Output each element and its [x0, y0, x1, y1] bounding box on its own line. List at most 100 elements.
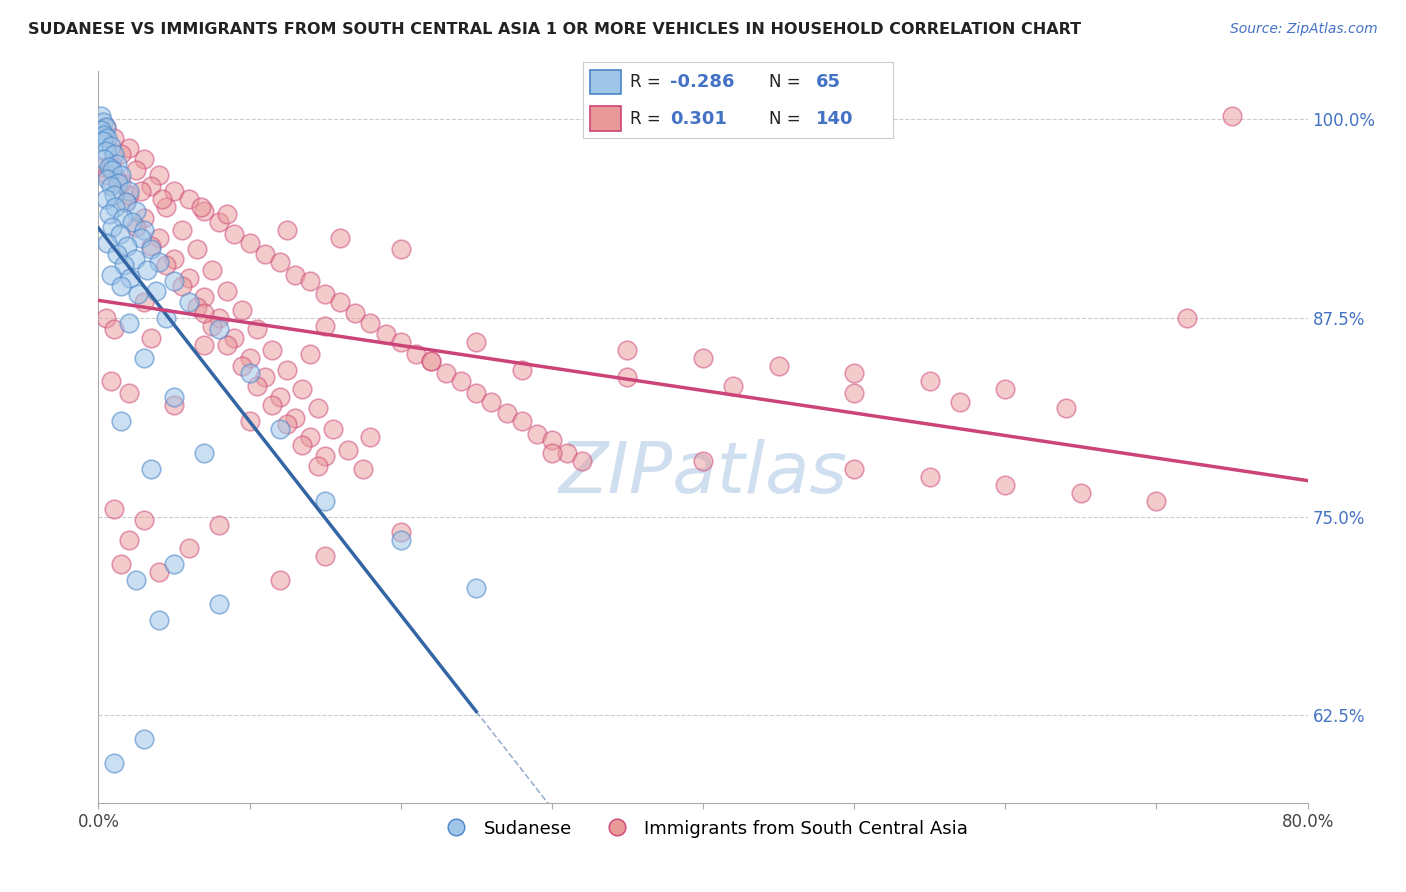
Point — [103, 147, 125, 161]
Point — [118, 385, 141, 400]
Point — [215, 284, 238, 298]
Point — [129, 231, 152, 245]
Point — [110, 279, 132, 293]
Point — [170, 279, 193, 293]
Point — [291, 438, 314, 452]
Point — [616, 343, 638, 357]
Point — [208, 322, 231, 336]
Legend: Sudanese, Immigrants from South Central Asia: Sudanese, Immigrants from South Central … — [432, 813, 974, 845]
Point — [118, 188, 141, 202]
Point — [105, 247, 128, 261]
Text: N =: N = — [769, 110, 806, 128]
Point — [389, 334, 412, 349]
Point — [526, 426, 548, 441]
Point — [114, 194, 136, 209]
Point — [231, 302, 253, 317]
Point — [100, 139, 122, 153]
Point — [93, 152, 115, 166]
Point — [389, 243, 412, 257]
Point — [284, 268, 307, 282]
Point — [132, 223, 155, 237]
Point — [114, 194, 136, 209]
Point — [239, 236, 262, 251]
Point — [148, 566, 170, 580]
Point — [132, 513, 155, 527]
Point — [1146, 493, 1168, 508]
Point — [299, 347, 322, 361]
Point — [201, 318, 224, 333]
Point — [723, 379, 745, 393]
Point — [118, 533, 141, 548]
Point — [100, 375, 122, 389]
Point — [90, 123, 112, 137]
Text: N =: N = — [769, 73, 806, 91]
Point — [118, 141, 141, 155]
Point — [201, 263, 224, 277]
Point — [994, 383, 1017, 397]
Point — [155, 258, 177, 272]
Point — [253, 247, 276, 261]
Point — [208, 310, 231, 325]
Point — [269, 255, 291, 269]
Point — [555, 446, 578, 460]
Text: 0.301: 0.301 — [671, 110, 727, 128]
Point — [1175, 310, 1198, 325]
Point — [132, 351, 155, 365]
Point — [405, 347, 427, 361]
Point — [465, 581, 488, 595]
Point — [768, 359, 790, 373]
Point — [103, 131, 125, 145]
Point — [1054, 401, 1077, 416]
Point — [132, 732, 155, 747]
Point — [186, 300, 208, 314]
Text: 140: 140 — [815, 110, 853, 128]
Point — [163, 390, 186, 404]
Point — [103, 322, 125, 336]
Point — [120, 271, 142, 285]
Point — [98, 160, 121, 174]
Point — [100, 268, 122, 282]
Point — [314, 449, 336, 463]
Point — [155, 200, 177, 214]
Point — [352, 462, 374, 476]
Point — [193, 338, 215, 352]
Point — [269, 390, 291, 404]
Point — [145, 284, 167, 298]
Point — [98, 207, 121, 221]
Point — [246, 322, 269, 336]
Point — [125, 573, 148, 587]
Point — [104, 200, 127, 214]
Point — [105, 172, 128, 186]
Point — [253, 369, 276, 384]
Point — [100, 178, 122, 193]
Point — [96, 131, 118, 145]
Point — [107, 176, 129, 190]
Point — [465, 385, 488, 400]
Point — [105, 156, 128, 170]
Point — [314, 493, 336, 508]
Point — [193, 290, 215, 304]
Point — [118, 316, 141, 330]
Point — [163, 184, 186, 198]
Point — [692, 454, 714, 468]
Point — [115, 239, 138, 253]
Point — [215, 338, 238, 352]
Point — [155, 310, 177, 325]
Point — [246, 379, 269, 393]
Point — [360, 316, 382, 330]
Point — [571, 454, 593, 468]
Point — [135, 263, 157, 277]
Point — [91, 115, 114, 129]
Point — [94, 120, 117, 134]
Point — [193, 306, 215, 320]
Point — [94, 310, 117, 325]
Text: Source: ZipAtlas.com: Source: ZipAtlas.com — [1230, 22, 1378, 37]
Point — [918, 470, 941, 484]
Point — [450, 375, 472, 389]
Point — [186, 243, 208, 257]
Point — [434, 367, 457, 381]
Point — [262, 398, 284, 412]
Point — [299, 274, 322, 288]
Point — [121, 215, 143, 229]
Point — [616, 369, 638, 384]
